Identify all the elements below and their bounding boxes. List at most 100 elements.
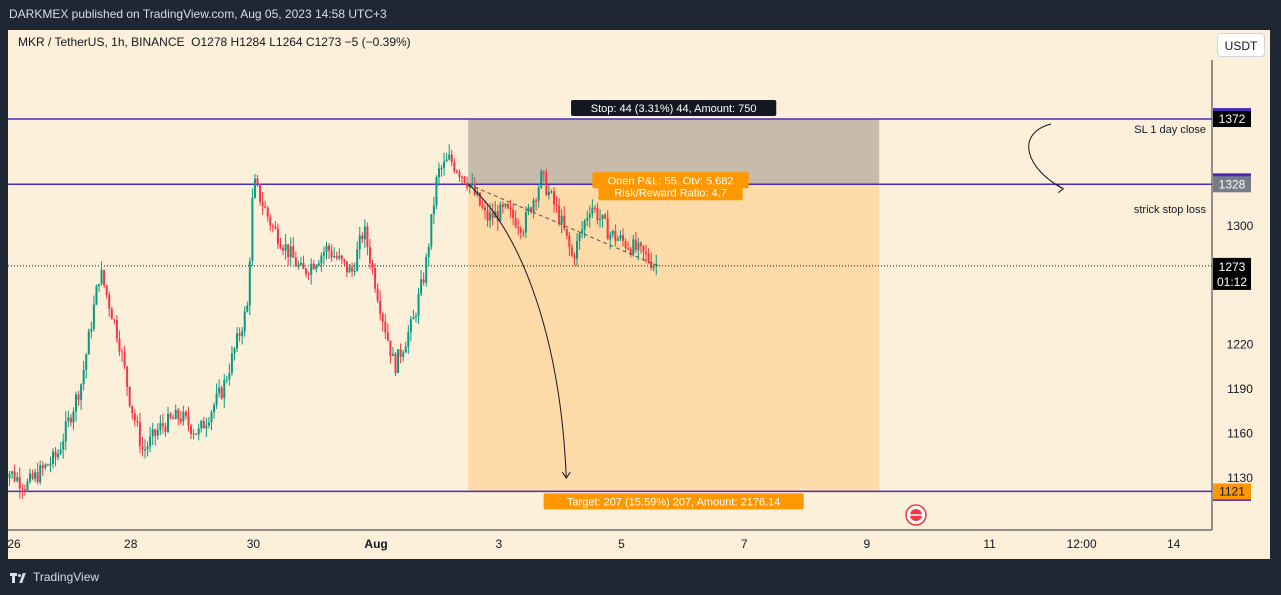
candle-body bbox=[637, 242, 640, 251]
candle-body bbox=[537, 187, 540, 201]
candle-body bbox=[514, 218, 517, 227]
candle-body bbox=[41, 465, 44, 468]
candle-body bbox=[532, 200, 535, 213]
drawings-layer: SL 1 day close strick stop loss bbox=[467, 123, 1207, 479]
candle-body bbox=[184, 411, 187, 416]
candle-body bbox=[629, 249, 632, 255]
candle-body bbox=[588, 213, 591, 218]
candle-body bbox=[26, 481, 29, 490]
ohlc-values: O1278 H1284 L1264 C1273 −5 (−0.39%) bbox=[191, 35, 411, 49]
candle-body bbox=[517, 226, 520, 229]
candle-body bbox=[553, 191, 556, 205]
candle-body bbox=[98, 283, 101, 287]
candle-body bbox=[440, 167, 443, 169]
target-curve-arrow bbox=[467, 183, 567, 479]
candle-body bbox=[36, 472, 39, 483]
candle-body bbox=[320, 255, 323, 264]
candle-body bbox=[95, 286, 98, 305]
candle-body bbox=[443, 161, 446, 168]
candle-body bbox=[616, 238, 619, 241]
price-tick-label: 1220 bbox=[1227, 338, 1254, 352]
candle-body bbox=[11, 471, 14, 474]
candle-body bbox=[177, 409, 180, 419]
candle-body bbox=[85, 354, 88, 371]
candle-body bbox=[23, 489, 26, 491]
tradingview-logo[interactable]: TradingView bbox=[10, 570, 99, 584]
candle-body bbox=[351, 267, 354, 272]
candle-body bbox=[604, 214, 607, 219]
candle-body bbox=[417, 293, 420, 316]
candle-body bbox=[432, 205, 435, 215]
candle-body bbox=[430, 214, 433, 247]
candle-body bbox=[578, 233, 581, 242]
candle-body bbox=[343, 259, 346, 262]
rr-label-bg bbox=[598, 184, 743, 201]
arrow-head bbox=[561, 471, 571, 479]
candle-body bbox=[601, 214, 604, 219]
candle-body bbox=[172, 417, 175, 420]
candle-body bbox=[358, 235, 361, 250]
candle-body bbox=[307, 274, 310, 276]
candle-body bbox=[397, 349, 400, 373]
candle-body bbox=[361, 235, 364, 240]
price-chart[interactable]: SL 1 day close strick stop loss Stop: 44 … bbox=[8, 30, 1270, 559]
candle-body bbox=[389, 340, 392, 357]
candle-body bbox=[363, 226, 366, 240]
candle-body bbox=[77, 394, 80, 400]
candle-body bbox=[223, 379, 226, 399]
candle-body bbox=[458, 172, 461, 177]
candle-body bbox=[647, 253, 650, 262]
chart-annotation: strick stop loss bbox=[1134, 204, 1207, 216]
currency-unit-button[interactable]: USDT bbox=[1217, 33, 1265, 57]
level-tag: 1372 bbox=[1219, 112, 1246, 126]
candle-body bbox=[496, 211, 499, 222]
candle-body bbox=[187, 415, 190, 426]
candle-body bbox=[123, 352, 126, 367]
candle-body bbox=[72, 411, 75, 423]
candle-body bbox=[192, 433, 195, 435]
candle-body bbox=[471, 183, 474, 185]
candle-body bbox=[159, 423, 162, 431]
candle-body bbox=[54, 451, 57, 458]
candle-body bbox=[491, 212, 494, 218]
candle-body bbox=[44, 464, 47, 468]
candle-body bbox=[614, 230, 617, 241]
candle-body bbox=[269, 216, 272, 226]
candle-body bbox=[466, 182, 469, 188]
candle-body bbox=[276, 228, 279, 245]
candle-body bbox=[279, 244, 282, 249]
candles-layer bbox=[8, 144, 658, 499]
candle-body bbox=[310, 263, 313, 275]
candle-body bbox=[248, 261, 251, 306]
candle-body bbox=[146, 446, 149, 450]
candle-body bbox=[399, 349, 402, 357]
candle-body bbox=[195, 433, 198, 435]
candle-body bbox=[80, 384, 83, 400]
level-tag: 1328 bbox=[1219, 177, 1246, 191]
candle-body bbox=[591, 207, 594, 214]
candle-body bbox=[371, 263, 374, 268]
candle-body bbox=[128, 386, 131, 406]
candle-body bbox=[420, 279, 423, 294]
candle-body bbox=[384, 321, 387, 333]
candle-body bbox=[573, 255, 576, 259]
current-price-tag-bg bbox=[1213, 257, 1251, 290]
grid-layer bbox=[8, 60, 1213, 531]
candle-body bbox=[645, 252, 648, 254]
candle-body bbox=[210, 412, 213, 423]
candle-body bbox=[338, 255, 341, 259]
candle-body bbox=[453, 162, 456, 171]
candle-body bbox=[540, 171, 543, 188]
candle-body bbox=[225, 379, 228, 381]
candle-body bbox=[535, 200, 538, 202]
candle-body bbox=[305, 269, 308, 275]
candle-body bbox=[190, 425, 193, 435]
time-axis: 26 28 30 Aug 3 5 7 9 11 12:00 14 bbox=[8, 504, 1181, 551]
candle-body bbox=[259, 184, 262, 202]
stop-label: Stop: 44 (3.31%) 44, Amount: 750 bbox=[591, 103, 757, 115]
candle-body bbox=[524, 211, 527, 233]
price-tick-label: 1160 bbox=[1227, 427, 1253, 441]
candle-body bbox=[103, 270, 106, 286]
candle-body bbox=[205, 425, 208, 429]
candle-body bbox=[49, 463, 52, 466]
